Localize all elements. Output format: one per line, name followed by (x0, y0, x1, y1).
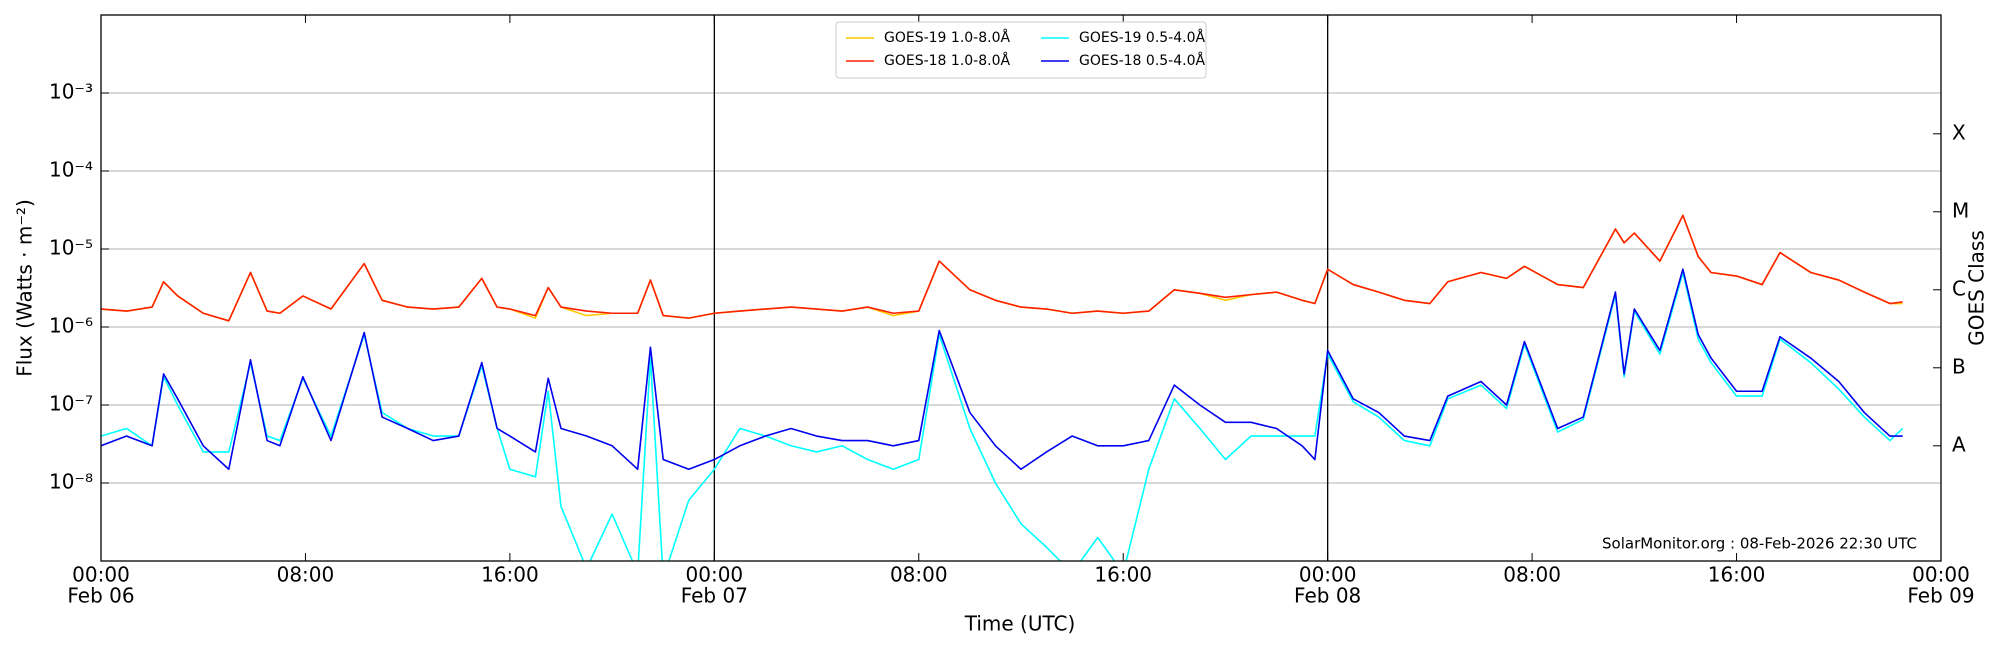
y2-tick-label: C (1952, 276, 1966, 300)
y-tick-label: 10⁻³ (49, 80, 93, 104)
y2-tick-label: M (1952, 198, 1969, 222)
x-tick-label: 08:00 (890, 563, 948, 587)
y2-tick-label: A (1952, 432, 1966, 456)
legend-label: GOES-19 1.0-8.0Å (884, 29, 1010, 46)
y-tick-label: 10⁻⁷ (49, 392, 93, 416)
x-tick-label: 08:00 (277, 563, 335, 587)
legend-label: GOES-18 0.5-4.0Å (1079, 52, 1205, 69)
x-tick-label: 00:00 (1299, 563, 1357, 587)
series-line (101, 268, 1903, 471)
x-tick-label: 00:00 (1912, 563, 1970, 587)
x-date-label: Feb 06 (67, 584, 134, 608)
x-tick-label: 00:00 (686, 563, 744, 587)
x-tick-label: 16:00 (1708, 563, 1766, 587)
x-axis-label: Time (UTC) (964, 612, 1076, 636)
series-line (101, 214, 1903, 322)
y-axis-label: Flux (Watts · m⁻²) (13, 199, 37, 377)
x-tick-label: 16:00 (481, 563, 539, 587)
x-date-label: Feb 09 (1907, 584, 1974, 608)
x-date-label: Feb 07 (681, 584, 748, 608)
x-tick-label: 08:00 (1503, 563, 1561, 587)
y-tick-label: 10⁻⁵ (49, 236, 93, 260)
y2-axis-label: GOES Class (1965, 230, 1989, 346)
series-group (101, 214, 1904, 561)
legend: GOES-19 1.0-8.0Å GOES-18 1.0-8.0Å GOES-19 … (835, 21, 1207, 79)
x-tick-label: 00:00 (72, 563, 130, 587)
plot-frame (100, 14, 1942, 562)
y-tick-label: 10⁻⁶ (49, 314, 93, 338)
x-date-label: Feb 08 (1294, 584, 1361, 608)
legend-box (835, 21, 1207, 79)
y-tick-label: 10⁻⁸ (49, 470, 93, 494)
legend-label: GOES-18 1.0-8.0Å (884, 52, 1010, 69)
y-tick-label: 10⁻⁴ (49, 158, 93, 182)
y2-tick-label: X (1952, 120, 1966, 144)
legend-label: GOES-19 0.5-4.0Å (1079, 29, 1205, 46)
x-tick-label: 16:00 (1094, 563, 1152, 587)
y2-tick-label: B (1952, 354, 1966, 378)
annotation: SolarMonitor.org : 08-Feb-2026 22:30 UTC (1602, 535, 1917, 553)
